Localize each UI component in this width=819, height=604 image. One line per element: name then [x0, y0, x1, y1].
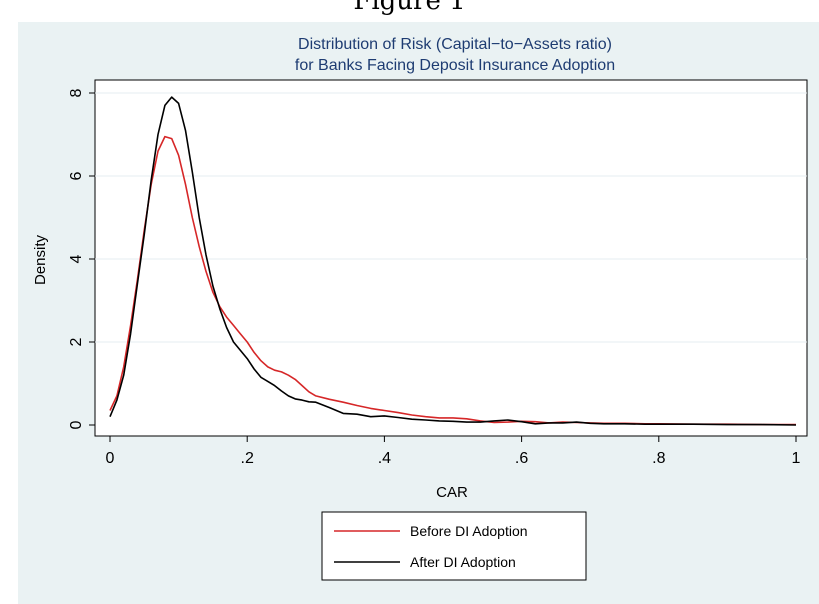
legend-label-before: Before DI Adoption	[410, 523, 528, 539]
x-tick-label: .8	[652, 450, 665, 467]
y-tick-label: 4	[68, 254, 85, 263]
x-tick-label: 1	[792, 450, 801, 467]
figure-caption: Figure 1	[353, 0, 466, 16]
chart-subtitle: for Banks Facing Deposit Insurance Adopt…	[295, 57, 615, 74]
y-tick-label: 2	[68, 337, 85, 346]
legend-box	[321, 511, 587, 581]
y-axis-label: Density	[32, 234, 49, 285]
y-tick-label: 6	[68, 171, 85, 180]
y-tick-label: 8	[68, 88, 85, 97]
x-tick-label: .2	[241, 450, 254, 467]
grid-lines	[95, 92, 807, 343]
legend: Before DI Adoption After DI Adoption	[321, 511, 587, 581]
x-axis-label: CAR	[436, 484, 468, 501]
y-tick-label: 0	[68, 420, 85, 429]
plot-area-group	[94, 79, 808, 437]
x-tick-label: .6	[515, 450, 528, 467]
series-line-after	[109, 96, 797, 426]
x-tick-label: 0	[106, 450, 115, 467]
series-lines	[109, 96, 797, 426]
axes: 0 .2 .4 .6 .8 1 0 2 4 6 8	[68, 88, 801, 467]
plot-area	[94, 79, 808, 437]
chart-title: Distribution of Risk (Capital−to−Assets …	[298, 36, 612, 53]
legend-label-after: After DI Adoption	[410, 554, 516, 570]
x-tick-label: .4	[378, 450, 391, 467]
